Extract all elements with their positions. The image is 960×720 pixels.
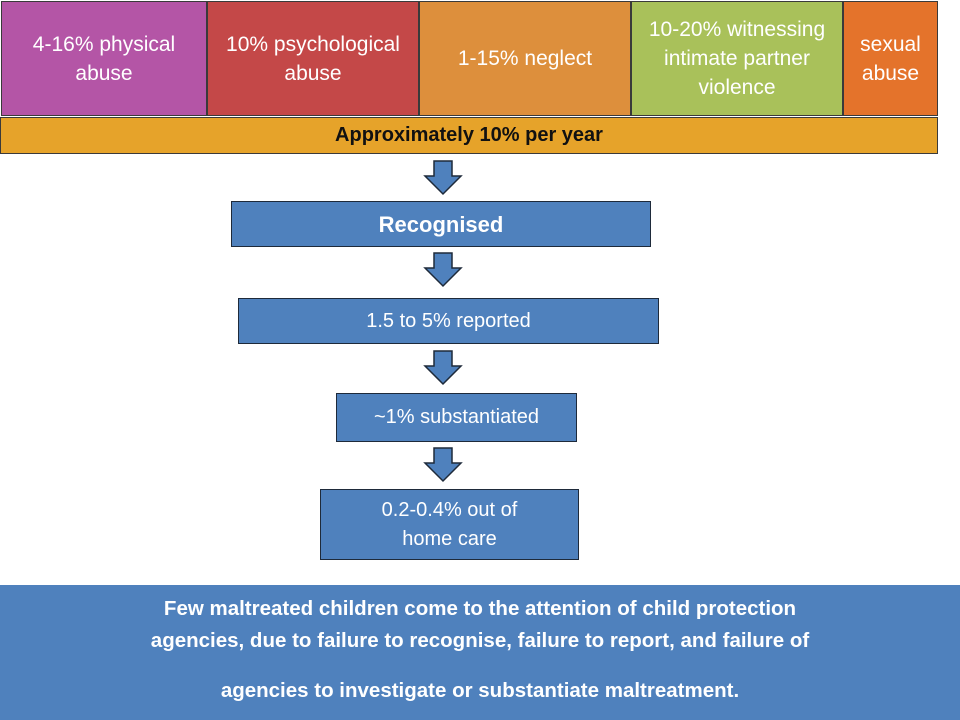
category-sexual-abuse-label: sexual abuse [860,32,921,85]
summary-footer: Few maltreated children come to the atte… [0,585,960,720]
down-arrow-icon [423,160,463,196]
category-neglect-label: 1-15% neglect [457,47,593,70]
step-out-of-home-care-label: 0.2-0.4% out of home care [381,498,518,550]
step-reported-label: 1.5 to 5% reported [366,309,531,332]
annual-rate-label: Approximately 10% per year [335,124,603,146]
category-witnessing-ipv-label: 10-20% witnessing intimate partner viole… [648,18,826,99]
step-recognised-label: Recognised [378,211,504,237]
footer-line-1: Few maltreated children come to the atte… [163,597,797,620]
step-substantiated: ~1% substantiated [336,393,577,442]
annual-rate-band: Approximately 10% per year [0,117,938,154]
step-reported: 1.5 to 5% reported [238,298,659,344]
down-arrow-icon [423,252,463,288]
down-arrow-icon [423,447,463,483]
category-physical-abuse: 4-16% physical abuse [1,1,207,116]
category-witnessing-ipv: 10-20% witnessing intimate partner viole… [631,1,843,116]
category-neglect: 1-15% neglect [419,1,631,116]
down-arrow-icon [423,350,463,386]
footer-line-3: agencies to investigate or substantiate … [220,679,740,702]
category-psychological-abuse-label: 10% psychological abuse [226,32,400,85]
step-out-of-home-care: 0.2-0.4% out of home care [320,489,579,560]
footer-line-2: agencies, due to failure to recognise, f… [150,629,810,652]
category-physical-abuse-label: 4-16% physical abuse [32,32,176,85]
step-substantiated-label: ~1% substantiated [373,406,540,428]
category-psychological-abuse: 10% psychological abuse [207,1,419,116]
step-recognised: Recognised [231,201,651,247]
category-sexual-abuse: sexual abuse [843,1,938,116]
